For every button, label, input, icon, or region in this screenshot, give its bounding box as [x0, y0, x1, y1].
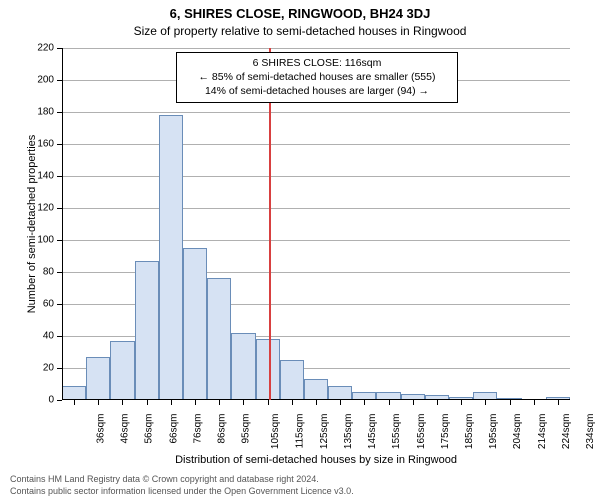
histogram-bar — [110, 341, 134, 400]
x-tick-mark — [122, 400, 123, 405]
y-tick-label: 200 — [32, 75, 54, 86]
y-tick-label: 60 — [32, 299, 54, 310]
x-tick-label: 214sqm — [537, 414, 548, 450]
x-tick-mark — [219, 400, 220, 405]
grid-line — [62, 208, 570, 209]
y-tick-mark — [57, 304, 62, 305]
grid-line — [62, 240, 570, 241]
x-tick-label: 165sqm — [416, 414, 427, 450]
footer-line-1: Contains HM Land Registry data © Crown c… — [10, 474, 354, 486]
y-tick-mark — [57, 272, 62, 273]
y-tick-mark — [57, 400, 62, 401]
x-tick-label: 76sqm — [192, 414, 203, 444]
x-tick-label: 105sqm — [271, 414, 282, 450]
y-tick-label: 100 — [32, 235, 54, 246]
x-tick-mark — [510, 400, 511, 405]
y-tick-label: 20 — [32, 363, 54, 374]
y-tick-mark — [57, 112, 62, 113]
x-tick-label: 175sqm — [440, 414, 451, 450]
x-tick-label: 185sqm — [464, 414, 475, 450]
histogram-bar — [328, 386, 352, 400]
annotation-line-2: ← 85% of semi-detached houses are smalle… — [183, 70, 451, 84]
x-tick-label: 95sqm — [241, 414, 252, 444]
annotation-box: 6 SHIRES CLOSE: 116sqm ← 85% of semi-det… — [176, 52, 458, 103]
histogram-bar — [135, 261, 159, 400]
y-tick-label: 220 — [32, 43, 54, 54]
x-tick-label: 195sqm — [488, 414, 499, 450]
x-tick-label: 56sqm — [144, 414, 155, 444]
x-tick-mark — [340, 400, 341, 405]
x-tick-label: 204sqm — [512, 414, 523, 450]
y-tick-label: 180 — [32, 107, 54, 118]
y-axis-line — [62, 48, 63, 400]
x-tick-mark — [485, 400, 486, 405]
y-tick-mark — [57, 240, 62, 241]
x-tick-label: 46sqm — [120, 414, 131, 444]
x-tick-mark — [558, 400, 559, 405]
x-tick-label: 66sqm — [168, 414, 179, 444]
histogram-bar — [231, 333, 255, 400]
x-tick-mark — [316, 400, 317, 405]
x-tick-mark — [292, 400, 293, 405]
x-tick-mark — [98, 400, 99, 405]
annotation-line-1: 6 SHIRES CLOSE: 116sqm — [183, 56, 451, 70]
y-tick-mark — [57, 336, 62, 337]
chart-container: 6, SHIRES CLOSE, RINGWOOD, BH24 3DJ Size… — [0, 0, 600, 500]
histogram-bar — [183, 248, 207, 400]
x-tick-label: 224sqm — [561, 414, 572, 450]
x-tick-label: 115sqm — [294, 414, 305, 449]
histogram-bar — [62, 386, 86, 400]
y-tick-mark — [57, 80, 62, 81]
x-tick-mark — [268, 400, 269, 405]
x-tick-label: 155sqm — [391, 414, 402, 450]
histogram-bar — [304, 379, 328, 400]
x-tick-label: 86sqm — [217, 414, 228, 444]
x-tick-mark — [171, 400, 172, 405]
y-tick-label: 80 — [32, 267, 54, 278]
x-tick-mark — [74, 400, 75, 405]
annotation-line-3: 14% of semi-detached houses are larger (… — [183, 84, 451, 98]
y-tick-label: 120 — [32, 203, 54, 214]
x-tick-label: 234sqm — [585, 414, 596, 450]
y-tick-label: 40 — [32, 331, 54, 342]
x-tick-mark — [389, 400, 390, 405]
chart-subtitle: Size of property relative to semi-detach… — [0, 24, 600, 38]
y-tick-label: 160 — [32, 139, 54, 150]
histogram-bar — [86, 357, 110, 400]
x-tick-mark — [364, 400, 365, 405]
x-tick-mark — [413, 400, 414, 405]
grid-line — [62, 176, 570, 177]
x-tick-mark — [437, 400, 438, 405]
y-tick-mark — [57, 208, 62, 209]
x-tick-label: 125sqm — [319, 414, 330, 450]
chart-title: 6, SHIRES CLOSE, RINGWOOD, BH24 3DJ — [0, 6, 600, 21]
y-tick-mark — [57, 48, 62, 49]
y-tick-mark — [57, 144, 62, 145]
histogram-bar — [280, 360, 304, 400]
x-tick-mark — [461, 400, 462, 405]
histogram-bar — [207, 278, 231, 400]
grid-line — [62, 144, 570, 145]
y-tick-mark — [57, 176, 62, 177]
x-tick-mark — [243, 400, 244, 405]
y-tick-mark — [57, 368, 62, 369]
x-tick-label: 36sqm — [96, 414, 107, 444]
x-tick-mark — [147, 400, 148, 405]
x-tick-label: 135sqm — [343, 414, 354, 450]
x-axis-label: Distribution of semi-detached houses by … — [62, 454, 570, 466]
y-tick-label: 0 — [32, 395, 54, 406]
x-tick-mark — [534, 400, 535, 405]
histogram-bar — [256, 339, 280, 400]
grid-line — [62, 48, 570, 49]
footer-line-2: Contains public sector information licen… — [10, 486, 354, 498]
x-tick-mark — [195, 400, 196, 405]
histogram-bar — [159, 115, 183, 400]
x-tick-label: 145sqm — [367, 414, 378, 450]
attribution-footer: Contains HM Land Registry data © Crown c… — [10, 474, 354, 497]
y-tick-label: 140 — [32, 171, 54, 182]
grid-line — [62, 112, 570, 113]
